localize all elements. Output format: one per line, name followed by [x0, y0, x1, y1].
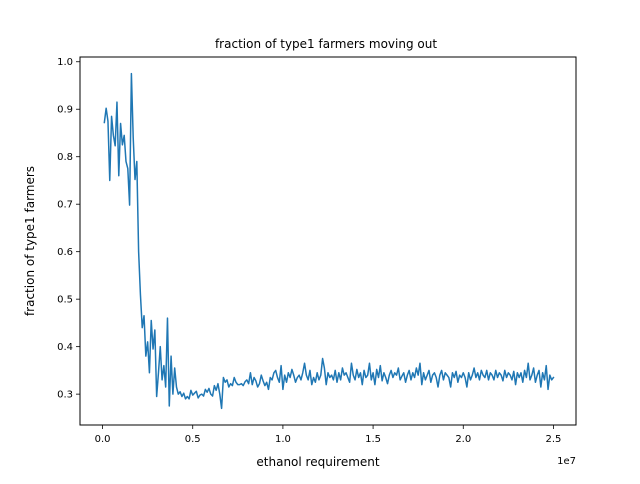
y-axis-label: fraction of type1 farmers: [23, 166, 37, 316]
x-tick-label: 0.0: [95, 434, 111, 445]
x-tick-label: 2.5: [546, 434, 562, 445]
y-tick-label: 0.9: [57, 105, 73, 116]
series-layer: [103, 72, 555, 410]
y-tick-label: 0.7: [57, 200, 73, 211]
x-axis-ticks: 0.0 0.5 1.0 1.5 2.0 2.5: [95, 425, 562, 445]
series-line-0: [103, 72, 555, 410]
y-tick-label: 0.3: [57, 390, 73, 401]
y-tick-label: 0.8: [57, 152, 73, 163]
y-tick-label: 0.5: [57, 295, 73, 306]
y-tick-label: 0.4: [57, 342, 73, 353]
y-tick-label: 1.0: [57, 57, 73, 68]
y-axis-ticks: 0.3 0.4 0.5 0.6 0.7 0.8 0.9 1.0: [57, 57, 80, 401]
x-tick-label: 1.5: [365, 434, 381, 445]
x-tick-label: 2.0: [455, 434, 471, 445]
x-axis-label: ethanol requirement: [256, 455, 379, 469]
chart-title: fraction of type1 farmers moving out: [215, 37, 437, 51]
y-tick-label: 0.6: [57, 247, 73, 258]
x-tick-label: 0.5: [185, 434, 201, 445]
x-axis-offset-label: 1e7: [557, 456, 576, 467]
x-tick-label: 1.0: [275, 434, 291, 445]
plot-area-frame: [79, 56, 577, 426]
